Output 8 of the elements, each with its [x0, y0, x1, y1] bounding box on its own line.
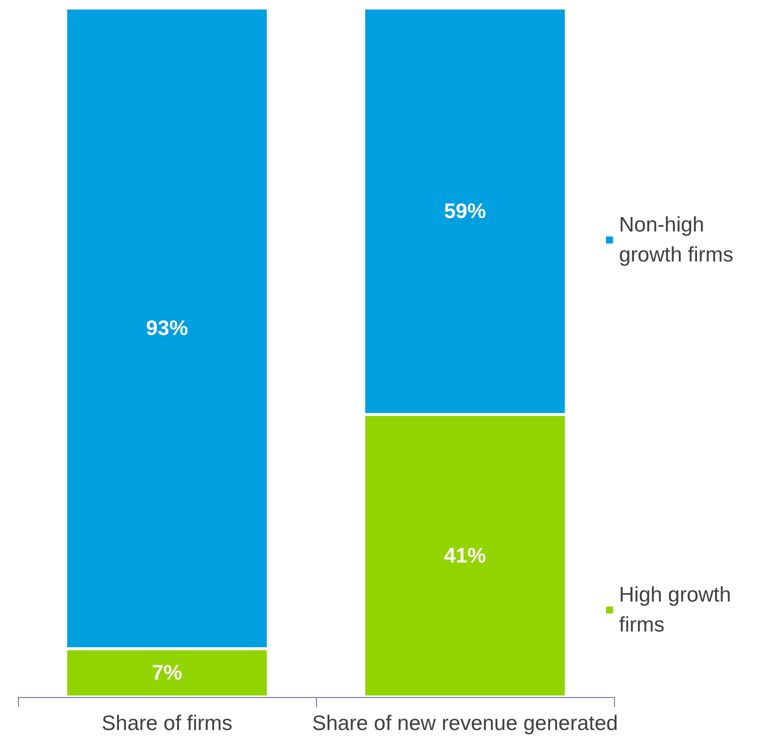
legend-label: High growth firms — [619, 584, 737, 636]
x-tick-label: Share of new revenue generated — [312, 712, 618, 735]
data-label: 7% — [152, 661, 182, 684]
legend-label: Non-high growth firms — [619, 214, 734, 266]
data-label: 93% — [146, 316, 188, 340]
data-label: 59% — [444, 200, 486, 223]
x-tick-label: Share of firms — [102, 712, 232, 735]
data-label: 41% — [444, 544, 486, 568]
